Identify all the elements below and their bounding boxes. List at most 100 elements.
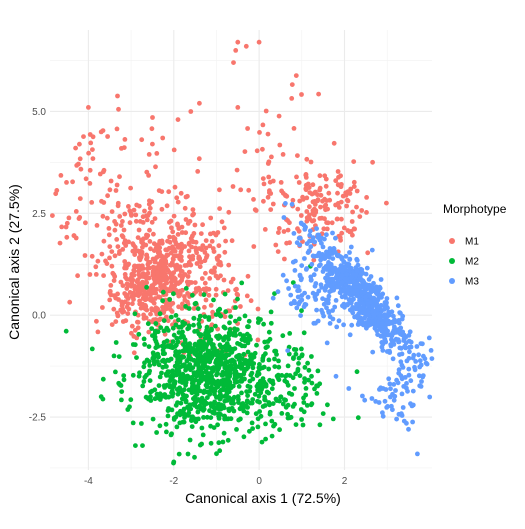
point-M1 [339,230,345,236]
point-M3 [344,287,350,292]
point-M2 [181,387,187,393]
point-M3 [333,269,339,275]
point-M1 [234,167,240,173]
point-M2 [181,354,187,360]
point-M2 [261,364,267,370]
point-M2 [133,443,138,448]
point-M2 [255,372,260,378]
point-M1 [357,214,363,220]
point-M1 [278,180,284,185]
point-M2 [167,297,173,302]
point-M2 [198,332,204,337]
point-M3 [326,254,332,260]
legend-label-M1: M1 [465,237,479,248]
point-M3 [297,299,303,305]
point-M3 [381,313,387,319]
point-M1 [161,255,166,261]
point-M2 [220,439,226,445]
point-M2 [176,330,182,335]
point-M1 [171,270,177,276]
point-M1 [160,304,165,310]
point-M3 [349,308,355,314]
data-points [50,39,435,466]
point-M2 [226,416,231,422]
point-M2 [200,363,206,368]
point-M2 [192,402,198,408]
point-M1 [154,151,160,156]
point-M2 [306,377,311,383]
legend: Morphotype M1 M2 M3 [443,202,507,288]
point-M1 [344,197,350,203]
point-M3 [330,230,335,236]
point-M2 [155,359,160,364]
point-M2 [269,418,275,424]
point-M1 [191,211,197,217]
point-M2 [192,301,198,307]
point-M2 [247,336,253,342]
point-M1 [67,299,73,305]
point-M1 [226,209,232,215]
point-M2 [179,333,185,338]
point-M2 [251,354,257,360]
point-M2 [299,417,304,422]
point-M2 [154,430,160,435]
point-M1 [139,239,145,245]
point-M1 [138,305,144,311]
point-M2 [214,360,220,366]
point-M1 [210,270,216,275]
point-M2 [312,386,317,392]
point-M1 [293,73,299,78]
point-M2 [173,322,179,328]
point-M1 [114,126,120,132]
point-M1 [216,261,221,267]
point-M2 [234,427,239,432]
point-M2 [171,459,177,465]
point-M2 [191,322,196,328]
point-M1 [107,244,113,250]
point-M3 [328,283,334,289]
point-M3 [382,398,388,404]
point-M3 [429,356,435,361]
point-M2 [215,422,221,428]
point-M3 [381,330,387,336]
point-M2 [231,394,237,400]
point-M1 [192,280,198,285]
point-M1 [261,181,267,187]
point-M1 [221,225,227,231]
point-M2 [308,402,314,408]
point-M2 [197,403,203,409]
point-M2 [164,429,169,435]
point-M2 [255,320,261,325]
point-M1 [213,286,219,292]
point-M1 [183,217,189,222]
point-M3 [347,266,353,272]
point-M2 [217,396,223,402]
point-M3 [319,235,325,241]
point-M1 [89,200,95,205]
point-M2 [141,379,147,384]
point-M2 [247,428,252,434]
point-M1 [115,244,121,250]
point-M1 [144,252,150,258]
point-M2 [200,339,206,344]
point-M1 [261,198,266,204]
point-M2 [182,396,188,402]
point-M1 [115,291,120,297]
point-M3 [318,262,323,267]
point-M2 [255,424,261,430]
point-M3 [313,267,319,272]
y-axis-title: Canonical axis 2 (27.5%) [6,184,22,340]
point-M1 [255,337,261,343]
point-M3 [361,281,367,287]
point-M1 [254,148,260,154]
point-M1 [350,209,355,215]
point-M1 [203,297,209,303]
point-M2 [216,440,222,446]
point-M1 [148,311,153,317]
point-M2 [223,379,229,385]
point-M1 [167,234,173,240]
point-M2 [136,331,142,337]
point-M3 [357,298,362,303]
point-M3 [310,290,316,296]
point-M3 [299,276,304,281]
